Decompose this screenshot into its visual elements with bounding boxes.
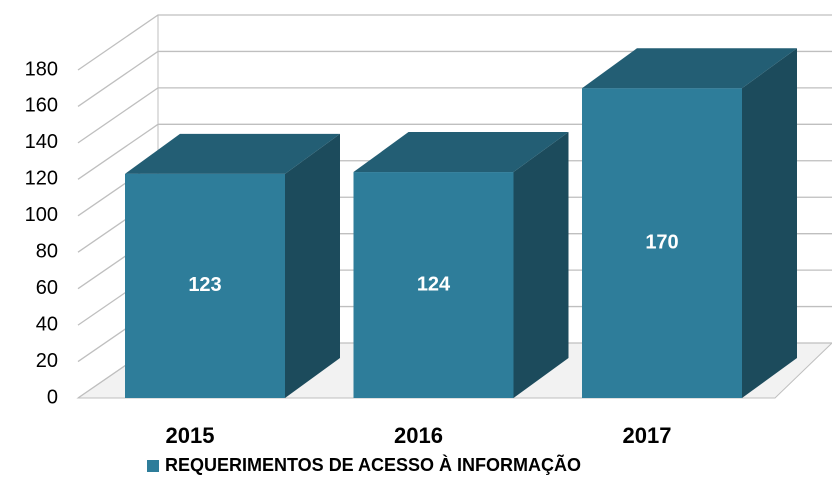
bar-side [742,48,797,398]
bar-top [582,48,797,89]
data-label: 123 [188,274,221,296]
bar-side [513,132,569,399]
grid-line [77,14,832,71]
legend-swatch [147,460,159,472]
bar: 123 [125,133,340,398]
bars: 123 124 170 [125,48,797,399]
y-tick-label: 140 [25,131,58,153]
y-tick-label: 60 [36,277,58,299]
y-tick-label: 0 [47,386,58,408]
y-tick-label: 120 [25,168,58,190]
y-tick-label: 100 [25,204,58,226]
bar-top [353,132,569,173]
bar: 124 [353,132,569,399]
bar-front [582,88,742,398]
bar-top [125,133,340,174]
bar-side [285,133,340,398]
y-tick-label: 40 [36,313,58,335]
y-tick-label: 160 [25,95,58,117]
y-tick-label: 180 [25,58,58,80]
x-tick-label: 2016 [394,423,443,448]
bar: 170 [582,48,797,398]
y-tick-label: 20 [36,350,58,372]
x-tick-label: 2017 [623,423,672,448]
bar-front [353,172,514,398]
data-label: 170 [645,231,678,253]
legend-label: REQUERIMENTOS DE ACESSO À INFORMAÇÃO [165,454,581,475]
data-label: 124 [417,273,451,295]
y-tick-label: 80 [36,241,58,263]
grid-line [77,50,832,107]
wall-top [78,0,158,35]
bar-front [125,173,285,398]
x-tick-label: 2015 [166,423,215,448]
